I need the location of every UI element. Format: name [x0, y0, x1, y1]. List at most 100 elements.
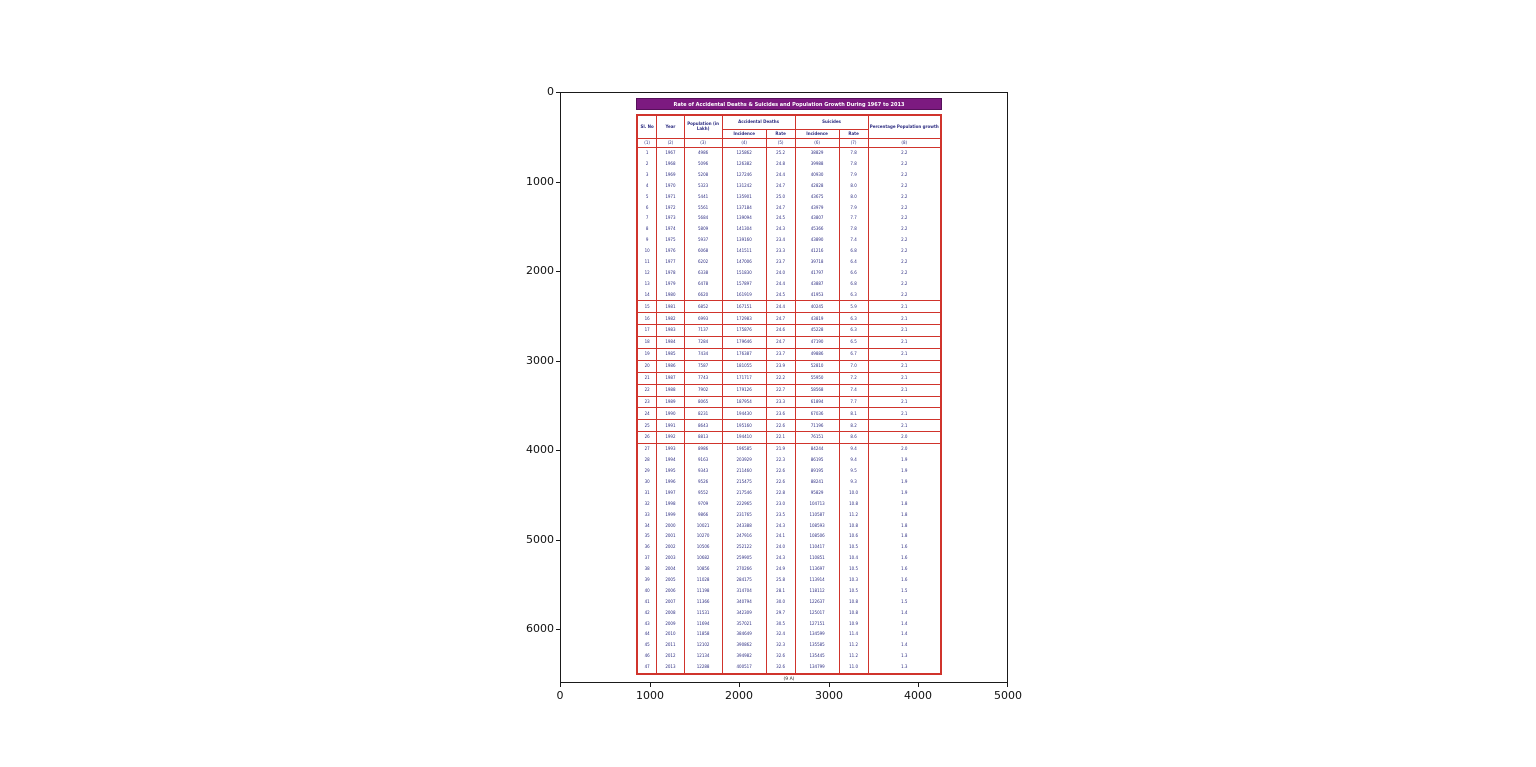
table-cell: 7.9	[838, 202, 869, 214]
table-cell: 3	[636, 169, 658, 181]
table-cell: 5441	[683, 191, 723, 203]
table-cell: 18	[636, 336, 658, 350]
table-cell: 23.7	[765, 256, 796, 268]
table-cell: 38829	[794, 147, 840, 159]
table-cell: 7	[636, 213, 658, 225]
table-cell: 179126	[721, 383, 767, 397]
table-cell: 23.6	[765, 407, 796, 421]
table-cell: 9552	[683, 487, 723, 499]
table-cell: 2.2	[867, 256, 942, 268]
table-cell: 23.7	[765, 348, 796, 361]
table-cell: 2002	[656, 542, 685, 554]
col-header-pct-growth: Percentage Population growth	[867, 114, 942, 139]
table-cell: 24.7	[765, 180, 796, 192]
table-row: 45 2011 12102 390862 32.3 135585 11.2 1.4	[636, 640, 942, 652]
table-cell: 10682	[683, 553, 723, 564]
table-cell: 42	[636, 607, 658, 619]
table-cell: 22.2	[765, 371, 796, 385]
table-row: 18 1984 7284 179646 24.7 47190 6.5 2.1	[636, 336, 942, 350]
table-cell: 1973	[656, 213, 685, 225]
table-cell: 10.6	[838, 531, 869, 543]
table-cell: 71196	[794, 419, 840, 433]
col-number: (4)	[721, 138, 767, 148]
table-cell: 45228	[794, 324, 840, 338]
x-tick-mark	[1007, 683, 1008, 687]
table-cell: 1971	[656, 191, 685, 203]
table-row: 11 1977 6202 147006 23.7 39718 6.4 2.2	[636, 256, 942, 268]
table-cell: 203929	[721, 455, 767, 466]
table-cell: 8231	[683, 407, 723, 421]
table-cell: 5096	[683, 158, 723, 170]
table-cell: 29	[636, 465, 658, 477]
table-cell: 1.4	[867, 618, 942, 630]
table-cell: 6.8	[838, 246, 869, 257]
table-cell: 37	[636, 553, 658, 564]
table-cell: 1972	[656, 202, 685, 214]
table-cell: 10.4	[838, 553, 869, 564]
table-cell: 8.2	[838, 419, 869, 433]
y-tick-mark	[556, 629, 560, 630]
col-subheader-su-incidence: Incidence	[794, 129, 840, 139]
table-row: 6 1972 5561 137184 24.7 43979 7.9 2.2	[636, 202, 942, 214]
y-tick-mark	[556, 450, 560, 451]
table-cell: 6.5	[838, 336, 869, 350]
table-cell: 55950	[794, 371, 840, 385]
table-cell: 34	[636, 520, 658, 532]
table-cell: 1.6	[867, 574, 942, 586]
table-cell: 86195	[794, 455, 840, 466]
table-cell: 11028	[683, 574, 723, 586]
table-cell: 10.8	[838, 498, 869, 510]
table-cell: 118112	[794, 585, 840, 597]
table-cell: 14	[636, 289, 658, 301]
y-tick-mark	[556, 92, 560, 93]
table-cell: 1.4	[867, 640, 942, 652]
table-cell: 11.0	[838, 661, 869, 674]
table-row: 10 1976 6068 141511 23.3 41216 6.8 2.2	[636, 246, 942, 257]
table-cell: 10506	[683, 542, 723, 554]
table-cell: 1975	[656, 235, 685, 247]
table-cell: 49886	[794, 348, 840, 361]
table-cell: 141511	[721, 246, 767, 257]
x-tick-label: 3000	[815, 689, 843, 702]
table-cell: 1.6	[867, 553, 942, 564]
x-tick-mark	[918, 683, 919, 687]
table-cell: 2.2	[867, 169, 942, 181]
table-cell: 30.5	[765, 618, 796, 630]
col-number: (3)	[683, 138, 723, 148]
table-cell: 8.6	[838, 431, 869, 445]
table-cell: 2.2	[867, 235, 942, 247]
table-cell: 33	[636, 509, 658, 521]
table-cell: 32.6	[765, 651, 796, 662]
table-cell: 36	[636, 542, 658, 554]
col-header-slno: Sl. No	[636, 114, 658, 139]
table-cell: 2005	[656, 574, 685, 586]
table-cell: 1.8	[867, 498, 942, 510]
table-cell: 25.0	[765, 191, 796, 203]
table-cell: 2.2	[867, 278, 942, 290]
table-cell: 1970	[656, 180, 685, 192]
table-cell: 187954	[721, 395, 767, 409]
table-cell: 30.0	[765, 596, 796, 608]
table-cell: 32.3	[765, 640, 796, 652]
table-row: 44 2010 11858 384649 32.4 134599 11.4 1.4	[636, 629, 942, 641]
table-cell: 9	[636, 235, 658, 247]
table-cell: 247916	[721, 531, 767, 543]
table-cell: 6620	[683, 289, 723, 301]
table-cell: 231765	[721, 509, 767, 521]
table-cell: 1968	[656, 158, 685, 170]
table-cell: 215475	[721, 476, 767, 488]
table-cell: 11198	[683, 585, 723, 597]
table-cell: 19	[636, 348, 658, 361]
table-cell: 2.2	[867, 267, 942, 279]
table-cell: 181055	[721, 359, 767, 373]
table-cell: 42828	[794, 180, 840, 192]
table-cell: 104713	[794, 498, 840, 510]
table-cell: 2010	[656, 629, 685, 641]
col-number: (2)	[656, 138, 685, 148]
x-tick-label: 5000	[994, 689, 1022, 702]
y-tick-mark	[556, 361, 560, 362]
table-cell: 24.0	[765, 542, 796, 554]
table-row: 25 1991 8643 195160 22.6 71196 8.2 2.1	[636, 419, 942, 433]
y-tick-label: 3000	[526, 354, 554, 367]
table-cell: 1994	[656, 455, 685, 466]
